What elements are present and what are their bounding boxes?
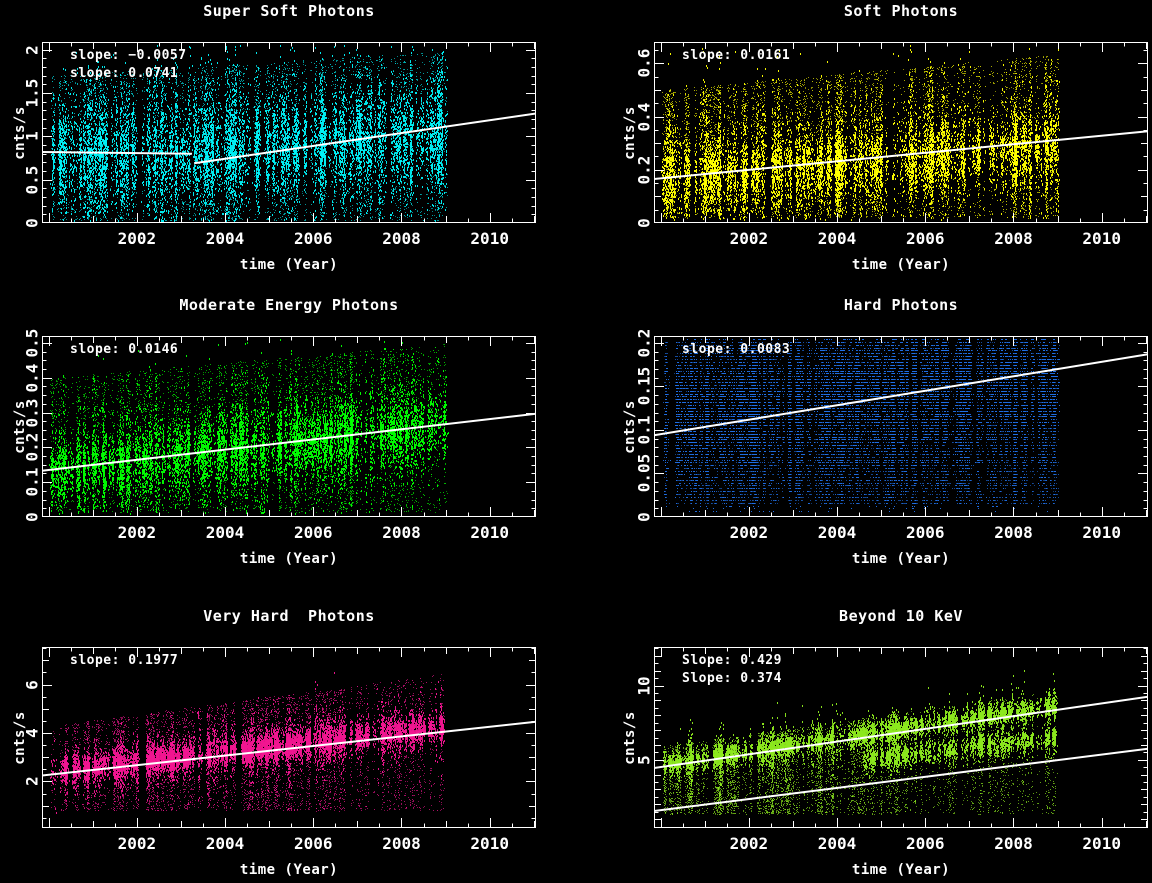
slope-annotation: slope: 0.0741 <box>70 66 179 81</box>
y-tick-label: 0.05 <box>634 454 654 493</box>
y-tick-label: 0.4 <box>634 102 654 131</box>
scatter-plot-canvas <box>42 42 536 223</box>
x-tick-label: 2010 <box>1082 229 1121 248</box>
y-tick-label: 0 <box>634 512 654 522</box>
y-tick-label: 2 <box>22 44 42 55</box>
slope-annotation: slope: 0.0146 <box>70 342 179 357</box>
x-tick-label: 2002 <box>729 523 769 542</box>
x-tick-label: 2004 <box>205 229 245 248</box>
y-tick-label: 0.4 <box>22 363 42 393</box>
x-tick-label: 2002 <box>117 834 157 853</box>
x-tick-label: 2004 <box>817 834 857 853</box>
x-tick-label: 2004 <box>205 834 245 853</box>
x-tick-label: 2008 <box>994 523 1033 542</box>
x-tick-label: 2004 <box>817 523 857 542</box>
y-tick-label: 0 <box>22 512 42 522</box>
y-tick-label: 10 <box>634 675 654 696</box>
x-tick-label: 2002 <box>117 523 157 542</box>
x-tick-label: 2008 <box>382 523 421 542</box>
x-tick-label: 2004 <box>817 229 857 248</box>
x-tick-label: 2010 <box>470 523 509 542</box>
x-tick-label: 2010 <box>470 834 509 853</box>
x-axis-label: time (Year) <box>851 257 951 273</box>
slope-annotation: slope: 0.0161 <box>682 48 791 63</box>
x-axis-label: time (Year) <box>851 551 951 567</box>
panel-title: Beyond 10 KeV <box>839 607 963 625</box>
x-tick-label: 2002 <box>729 834 769 853</box>
x-tick-label: 2008 <box>994 834 1033 853</box>
slope-annotation: slope: 0.1977 <box>70 653 179 668</box>
x-tick-label: 2006 <box>905 229 945 248</box>
x-tick-label: 2010 <box>1082 523 1121 542</box>
panel-title: Super Soft Photons <box>203 2 375 20</box>
y-tick-label: 0 <box>22 218 42 228</box>
y-tick-label: 0.5 <box>22 328 42 358</box>
panel-title: Hard Photons <box>843 296 959 314</box>
x-tick-label: 2006 <box>293 523 333 542</box>
x-tick-label: 2010 <box>1082 834 1121 853</box>
scatter-plot-canvas <box>654 42 1148 223</box>
y-tick-label: 4 <box>22 728 42 738</box>
y-tick-label: 0.2 <box>634 328 654 358</box>
x-tick-label: 2010 <box>470 229 509 248</box>
y-tick-label: 1 <box>22 131 42 142</box>
x-tick-label: 2006 <box>905 834 945 853</box>
slope-annotation: slope: −0.0057 <box>70 48 187 63</box>
scatter-plot-canvas <box>654 647 1148 828</box>
x-tick-label: 2004 <box>205 523 245 542</box>
x-tick-label: 2002 <box>729 229 769 248</box>
y-tick-label: 0.15 <box>634 367 654 406</box>
panel-title: Soft Photons <box>843 2 959 20</box>
x-axis-label: time (Year) <box>851 862 951 878</box>
y-tick-label: 0.2 <box>634 155 654 185</box>
scatter-plot-canvas <box>42 647 536 828</box>
y-tick-label: 2 <box>22 776 42 787</box>
scatter-plot-canvas <box>654 336 1148 517</box>
x-axis-label: time (Year) <box>239 862 339 878</box>
scatter-plot-canvas <box>42 336 536 517</box>
x-tick-label: 2006 <box>293 229 333 248</box>
panel-title: Very Hard Photons <box>203 607 375 625</box>
x-tick-label: 2006 <box>293 834 333 853</box>
y-tick-label: 1.5 <box>22 78 42 108</box>
x-tick-label: 2002 <box>117 229 157 248</box>
y-tick-label: 0.6 <box>634 48 654 78</box>
x-tick-label: 2006 <box>905 523 945 542</box>
slope-annotation: Slope: 0.429 <box>682 653 782 668</box>
y-tick-label: 0.3 <box>22 398 42 428</box>
y-tick-label: 0 <box>634 218 654 228</box>
x-tick-label: 2008 <box>382 834 421 853</box>
x-axis-label: time (Year) <box>239 257 339 273</box>
y-tick-label: 0.5 <box>22 165 42 195</box>
slope-annotation: slope: 0.0083 <box>682 342 791 357</box>
y-tick-label: 6 <box>22 679 42 690</box>
x-tick-label: 2008 <box>994 229 1033 248</box>
y-tick-label: 0.1 <box>634 415 654 445</box>
y-tick-label: 5 <box>634 754 654 765</box>
slope-annotation: Slope: 0.374 <box>682 671 782 686</box>
y-tick-label: 0.2 <box>22 432 42 462</box>
y-tick-label: 0.1 <box>22 467 42 497</box>
panel-title: Moderate Energy Photons <box>179 296 399 314</box>
x-tick-label: 2008 <box>382 229 421 248</box>
x-axis-label: time (Year) <box>239 551 339 567</box>
